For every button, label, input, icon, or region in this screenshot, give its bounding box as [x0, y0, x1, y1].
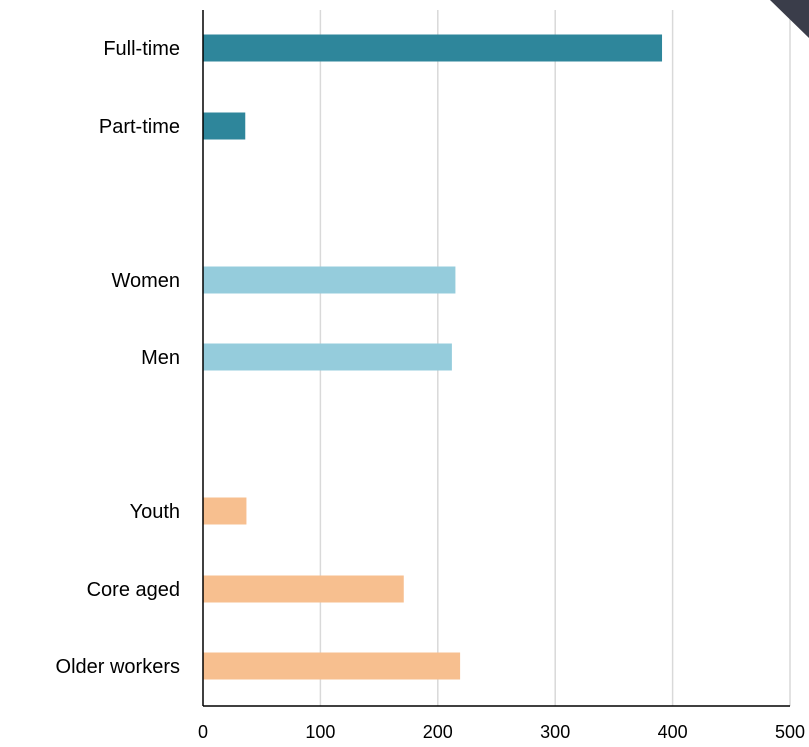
x-tick-label-0: 0	[198, 722, 208, 742]
category-label-youth: Youth	[130, 501, 180, 523]
category-label-women: Women	[111, 270, 180, 292]
bar-full-time	[203, 34, 663, 62]
x-tick-label-500: 500	[775, 722, 805, 742]
category-label-men: Men	[141, 347, 180, 369]
labels: Full-time Part-time Women Men Youth Core aged…	[56, 38, 806, 742]
bar-core-aged	[203, 575, 404, 603]
bar-older-workers	[203, 652, 461, 680]
category-label-older-workers: Older workers	[56, 656, 180, 678]
category-label-core-aged: Core aged	[87, 579, 180, 601]
category-label-full-time: Full-time	[103, 38, 180, 60]
bar-women	[203, 266, 456, 294]
bar-youth	[203, 497, 247, 525]
x-tick-label-200: 200	[423, 722, 453, 742]
bar-men	[203, 343, 452, 371]
bar-part-time	[203, 112, 246, 140]
category-label-part-time: Part-time	[99, 116, 180, 138]
x-tick-label-100: 100	[305, 722, 335, 742]
bars	[203, 34, 663, 680]
axes	[202, 10, 790, 707]
x-tick-label-400: 400	[658, 722, 688, 742]
x-tick-label-300: 300	[540, 722, 570, 742]
corner-decoration	[770, 0, 809, 38]
